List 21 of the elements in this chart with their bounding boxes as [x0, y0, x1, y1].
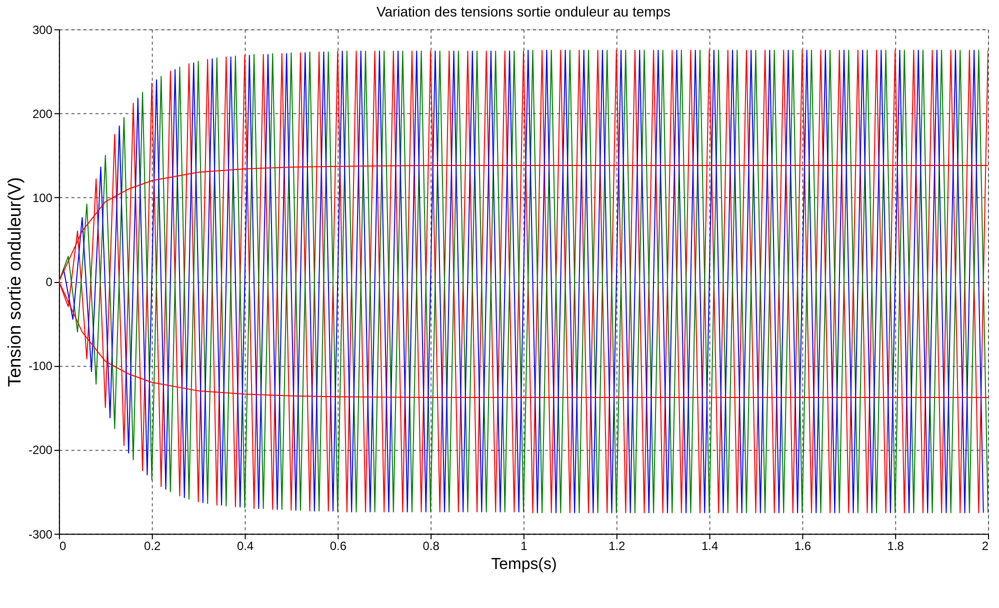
x-tick-label: 1.2: [608, 539, 626, 554]
x-tick-label: 1.4: [701, 539, 718, 554]
y-tick-label: 100: [32, 190, 53, 205]
x-tick-label: 0.2: [144, 539, 162, 554]
y-tick-label: 200: [32, 106, 53, 121]
y-axis-title: Tension sortie onduleur(V): [4, 177, 24, 387]
y-tick-label: 300: [32, 22, 53, 37]
y-tick-label: -300: [28, 527, 53, 542]
y-tick-label: -200: [28, 443, 53, 458]
x-tick-label: 1.8: [887, 539, 904, 554]
y-tick-label: 0: [46, 275, 53, 290]
x-tick-label: 0.4: [236, 539, 254, 554]
x-tick-label: 0.6: [330, 539, 347, 554]
y-tick-label: -100: [28, 359, 53, 374]
x-tick-label: 2: [982, 539, 989, 554]
x-tick-label: 0: [59, 539, 66, 554]
x-tick-label: 1: [520, 539, 528, 554]
chart-title: Variation des tensions sortie onduleur au temps: [376, 3, 670, 20]
x-tick-label: 1.6: [794, 539, 812, 554]
x-axis-title: Temps(s): [491, 556, 557, 574]
x-tick-label: 0.8: [422, 539, 440, 554]
